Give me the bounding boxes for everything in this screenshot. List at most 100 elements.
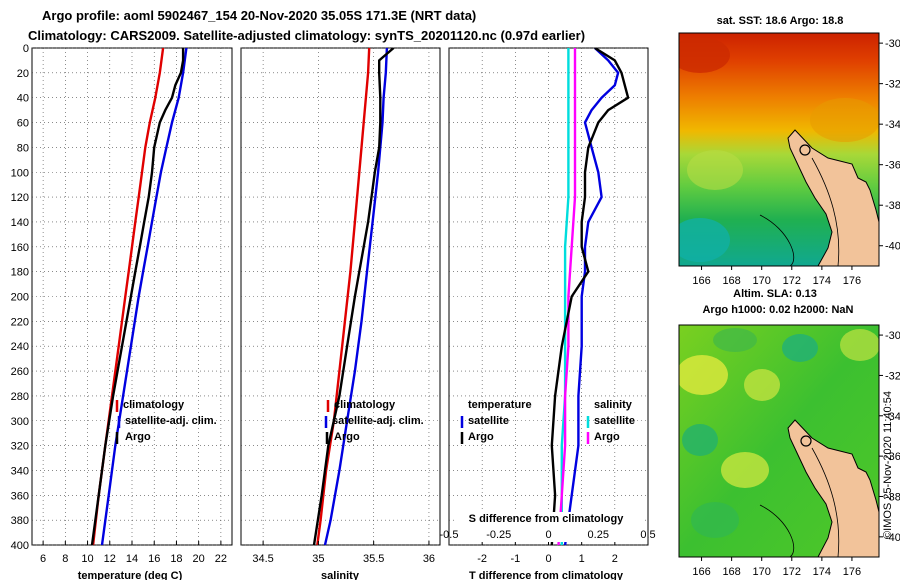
depth-tick-label: 340 bbox=[11, 465, 29, 477]
map-x-tick-label: 174 bbox=[813, 275, 831, 287]
series-line-argo bbox=[90, 48, 185, 545]
map-y-tick-label: -40 bbox=[885, 241, 900, 253]
depth-tick-label: 300 bbox=[11, 416, 29, 428]
new-zealand-land bbox=[787, 419, 879, 557]
sst-map: 166 168 170 172 174 176 -30 -32 -34 -36 -38 -40 bbox=[678, 32, 900, 287]
sla-map-frame bbox=[678, 324, 880, 558]
sla-map: 166 168 170 172 174 176 -30 -32 -34 -36 -38 -40 bbox=[678, 324, 900, 578]
x-tick-label: 18 bbox=[170, 553, 182, 565]
x-tick-label: 35.5 bbox=[363, 553, 384, 565]
series-line-argo bbox=[312, 48, 395, 545]
salinity-difference-tick-label: -0.25 bbox=[486, 529, 511, 541]
depth-tick-label: 60 bbox=[17, 118, 29, 130]
sla-low-patch bbox=[691, 502, 739, 538]
x-tick-label: 0 bbox=[545, 553, 551, 565]
sla-low-patch bbox=[782, 334, 818, 362]
legend-label-temp-argo: Argo bbox=[468, 431, 494, 443]
bathymetry-contour bbox=[759, 504, 795, 557]
x-tick-label: 14 bbox=[126, 553, 138, 565]
depth-tick-label: 360 bbox=[11, 490, 29, 502]
map-y-tick-label: -32 bbox=[885, 79, 900, 91]
difference-legend: temperature satellite Argo salinity sate… bbox=[460, 399, 635, 444]
sla-high-patch bbox=[679, 355, 728, 395]
depth-tick-label: 220 bbox=[11, 316, 29, 328]
salinity-difference-tick-label: 0.25 bbox=[588, 529, 609, 541]
sst-map-title: sat. SST: 18.6 Argo: 18.8 bbox=[717, 15, 844, 27]
depth-tick-label: 40 bbox=[17, 93, 29, 105]
temperature-xlabel: temperature (deg C) bbox=[78, 570, 183, 580]
depth-tick-label: 20 bbox=[17, 68, 29, 80]
series-line-satellite-adj-clim- bbox=[323, 48, 389, 545]
legend-label-argo: Argo bbox=[125, 431, 151, 443]
map-x-tick-label: 176 bbox=[843, 566, 861, 578]
sla-high-patch bbox=[721, 452, 769, 488]
x-tick-label: 35 bbox=[312, 553, 324, 565]
bathymetry-contour bbox=[811, 447, 840, 557]
x-tick-label: 2 bbox=[612, 553, 618, 565]
difference-xlabel: T difference from climatology bbox=[469, 570, 624, 580]
sla-low-patch bbox=[682, 424, 718, 456]
profile-location-marker bbox=[800, 435, 812, 447]
map-y-tick-label: -30 bbox=[885, 38, 900, 50]
profile-location-marker bbox=[799, 144, 811, 156]
secondary-axis-backdrop bbox=[456, 512, 643, 542]
x-tick-label: 6 bbox=[40, 553, 46, 565]
legend-label-climatology: climatology bbox=[334, 399, 396, 411]
difference-lines bbox=[550, 48, 630, 545]
salinity-grid bbox=[241, 47, 440, 546]
legend-label-satellite: satellite-adj. clim. bbox=[332, 415, 424, 427]
map-y-tick-label: -32 bbox=[885, 370, 900, 382]
map-y-tick-label: -38 bbox=[885, 491, 900, 503]
map-x-tick-label: 172 bbox=[783, 566, 801, 578]
series-line-temperature-satellite bbox=[560, 48, 570, 545]
sla-high-patch bbox=[744, 369, 780, 401]
x-tick-label: 16 bbox=[148, 553, 160, 565]
x-tick-label: 8 bbox=[62, 553, 68, 565]
map-x-tick-label: 174 bbox=[813, 566, 831, 578]
depth-tick-label: 160 bbox=[11, 242, 29, 254]
salinity-panel: 34.5 35 35.5 36 salinity climatology satell… bbox=[240, 47, 441, 580]
depth-tick-label: 200 bbox=[11, 292, 29, 304]
depth-tick-label: 320 bbox=[11, 441, 29, 453]
sst-warm-patch bbox=[810, 98, 879, 142]
map-y-tick-label: -36 bbox=[885, 451, 900, 463]
map-y-tick-label: -34 bbox=[885, 411, 900, 423]
map-x-tick-label: 170 bbox=[753, 566, 771, 578]
legend-heading-salinity: salinity bbox=[594, 399, 633, 411]
salinity-x-ticks: 34.5 35 35.5 36 bbox=[252, 541, 435, 565]
depth-tick-label: 0 bbox=[23, 43, 29, 55]
legend-label-argo: Argo bbox=[334, 431, 360, 443]
map-y-tick-label: -34 bbox=[885, 119, 900, 131]
sla-low-patch bbox=[713, 328, 757, 352]
sla-map-title-1: Altim. SLA: 0.13 bbox=[733, 288, 817, 300]
depth-tick-label: 140 bbox=[11, 217, 29, 229]
sst-cool-patch bbox=[679, 218, 730, 262]
sst-map-ticks: 166 168 170 172 174 176 -30 -32 -34 -36 -38 -40 bbox=[692, 38, 900, 287]
x-tick-label: 20 bbox=[193, 553, 205, 565]
difference-panel: -2 -1 0 1 2 S difference from climatology -0… bbox=[440, 47, 656, 580]
new-zealand-land bbox=[787, 129, 879, 266]
depth-tick-label: 80 bbox=[17, 142, 29, 154]
series-line-climatology bbox=[316, 48, 371, 545]
salinity-difference-label: S difference from climatology bbox=[469, 513, 625, 525]
map-x-tick-label: 168 bbox=[722, 566, 740, 578]
legend-label-temp-satellite: satellite bbox=[468, 415, 509, 427]
x-tick-label: 22 bbox=[215, 553, 227, 565]
depth-tick-label: 380 bbox=[11, 515, 29, 527]
legend-label-sal-argo: Argo bbox=[594, 431, 620, 443]
depth-tick-label: 120 bbox=[11, 192, 29, 204]
x-tick-label: -1 bbox=[510, 553, 520, 565]
depth-tick-label: 240 bbox=[11, 341, 29, 353]
salinity-lines bbox=[312, 48, 395, 545]
salinity-legend: climatology satellite-adj. clim. Argo bbox=[324, 399, 424, 444]
x-tick-label: -2 bbox=[477, 553, 487, 565]
x-tick-label: 12 bbox=[104, 553, 116, 565]
legend-label-sal-satellite: satellite bbox=[594, 415, 635, 427]
map-x-tick-label: 166 bbox=[692, 566, 710, 578]
legend-label-satellite: satellite-adj. clim. bbox=[125, 415, 217, 427]
legend-heading-temperature: temperature bbox=[468, 399, 532, 411]
map-x-tick-label: 166 bbox=[692, 275, 710, 287]
depth-tick-label: 180 bbox=[11, 267, 29, 279]
map-x-tick-label: 176 bbox=[843, 275, 861, 287]
